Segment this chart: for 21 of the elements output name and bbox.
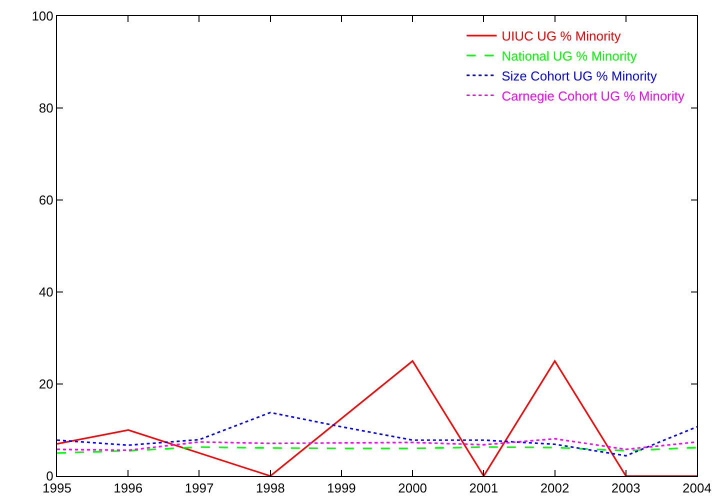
y-tick-label: 60 — [38, 192, 54, 208]
y-tick-label: 20 — [38, 376, 54, 392]
legend-label: National UG % Minority — [502, 48, 638, 64]
line-series — [57, 360, 697, 476]
legend-label: UIUC UG % Minority — [502, 28, 622, 44]
y-tick-label: 40 — [38, 284, 54, 300]
x-tick-label: 1998 — [256, 480, 285, 496]
y-tick-label: 100 — [32, 8, 54, 24]
line-series — [57, 412, 697, 457]
x-tick-label: 2003 — [611, 480, 640, 496]
x-tick-label: 1999 — [326, 480, 356, 496]
x-tick-label: 1997 — [184, 480, 214, 496]
x-tick-label: 2002 — [540, 480, 570, 496]
y-tick-label: 80 — [38, 100, 54, 116]
legend-label: Carnegie Cohort UG % Minority — [502, 88, 685, 104]
line-series — [57, 438, 697, 452]
legend-label: Size Cohort UG % Minority — [502, 68, 658, 84]
x-tick-label: 2000 — [398, 480, 428, 496]
x-tick-label: 1996 — [114, 480, 143, 496]
x-tick-label: 2004 — [682, 480, 712, 496]
x-tick-label: 2001 — [469, 480, 498, 496]
